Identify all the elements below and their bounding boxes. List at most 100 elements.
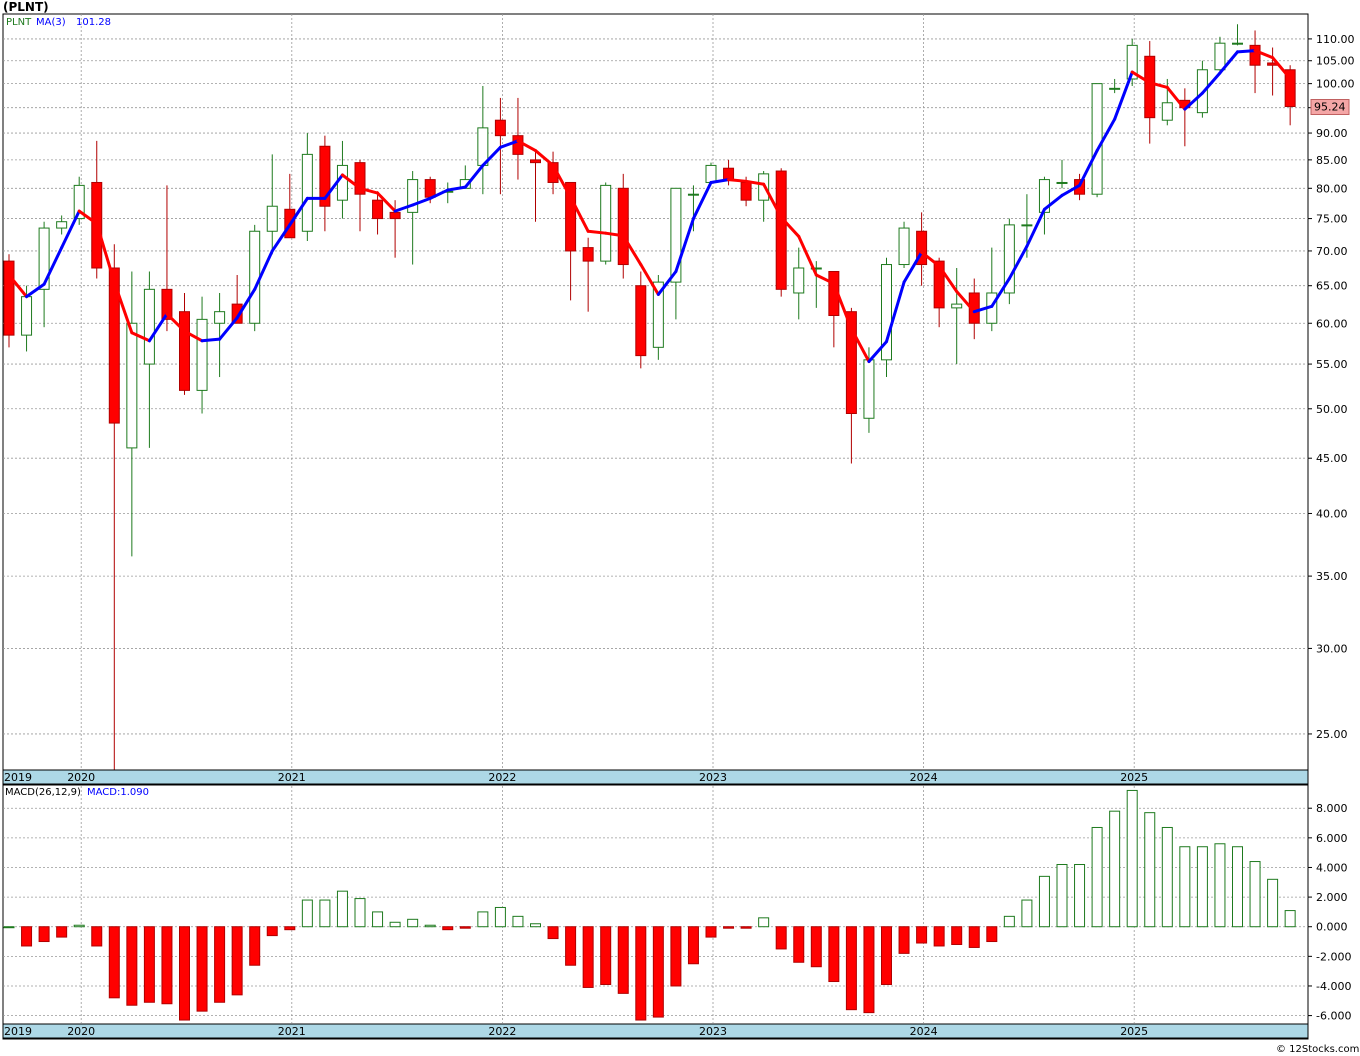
macd-y-tick-label: -2.000 [1316, 950, 1351, 963]
candle-up [793, 247, 805, 320]
ma-segment [920, 250, 941, 268]
candle-body [1126, 44, 1138, 80]
macd-bar-negative [459, 926, 471, 929]
ma-segment [200, 337, 222, 343]
candle-up [407, 171, 419, 265]
ma-segment [814, 273, 836, 286]
candle-body [108, 267, 120, 424]
macd-bar-positive [1074, 864, 1086, 928]
ma-segment [60, 209, 81, 250]
macd-histogram [3, 789, 1296, 1021]
candle-body [635, 285, 647, 357]
price-x-year-label: 2022 [488, 771, 516, 784]
ma-segment [1007, 244, 1029, 281]
macd-bar-negative [652, 926, 664, 1018]
candle-body [231, 303, 243, 324]
candle-down [933, 257, 945, 328]
candle-body [336, 164, 348, 201]
macd-bar-negative [179, 926, 190, 1021]
candle-up [196, 296, 208, 414]
candle-down [1249, 30, 1261, 94]
ma-segment [446, 185, 467, 192]
ma-segment [77, 209, 99, 226]
ma-segment [1130, 70, 1152, 85]
candle-body [670, 187, 682, 283]
candle-down [775, 168, 787, 297]
price-y-tick-label: 25.00 [1316, 728, 1348, 741]
macd-bar-positive [1038, 875, 1050, 928]
macd-bar-negative [196, 926, 208, 1012]
ma-segment [1218, 50, 1239, 75]
price-y-tick-label: 40.00 [1316, 507, 1348, 520]
ma-segment [253, 249, 274, 291]
price-panel [2, 13, 1309, 785]
candle-body [1232, 42, 1243, 45]
macd-bar-negative [705, 926, 717, 938]
macd-bar-negative [126, 926, 138, 1006]
candle-down [108, 244, 120, 774]
ma-segment [218, 316, 239, 341]
footer-credit: © 12Stocks.com [1276, 1044, 1359, 1055]
macd-bar-positive [494, 906, 506, 928]
candle-up [600, 182, 612, 265]
macd-y-tick-label: -6.000 [1316, 1010, 1351, 1023]
candle-up [214, 292, 226, 378]
candle-body [1144, 55, 1156, 119]
price-y-tick-label: 65.00 [1316, 280, 1348, 293]
price-y-tick-label: 35.00 [1316, 570, 1348, 583]
ma-segment [534, 149, 555, 167]
candle-up [143, 271, 155, 448]
candle-body [1021, 224, 1033, 227]
candle-body [582, 247, 594, 262]
candle-body [512, 135, 524, 155]
price-ma-line [7, 49, 1292, 364]
macd-bar-negative [881, 926, 892, 985]
macd-bar-positive [1232, 846, 1243, 928]
candle-up [1232, 24, 1243, 46]
macd-bar-positive [1021, 899, 1033, 928]
candle-down [179, 292, 190, 395]
candle-body [530, 159, 541, 164]
ma-segment [1025, 207, 1046, 248]
price-x-year-label: 2023 [699, 771, 727, 784]
candle-up [1003, 218, 1015, 305]
macd-bar-positive [512, 915, 524, 928]
ma-segment [1078, 149, 1099, 187]
candle-body [249, 230, 261, 324]
candle-body [723, 167, 735, 181]
macd-x-year-label: 2023 [699, 1025, 727, 1038]
macd-bar-positive [319, 899, 331, 928]
macd-x-year-label: 2025 [1120, 1025, 1148, 1038]
ma-label: MA(3) [36, 17, 66, 28]
ma-segment [340, 173, 362, 190]
macd-x-axis-band [2, 1023, 1309, 1039]
macd-x-year-label: 2021 [278, 1025, 306, 1038]
ma-segment [1148, 81, 1169, 89]
macd-bar-negative [284, 926, 296, 931]
ma-segment [1095, 117, 1117, 153]
price-y-tick-label: 30.00 [1316, 642, 1348, 655]
candle-body [354, 162, 366, 195]
candle-body [494, 119, 506, 137]
ma-segment [358, 186, 380, 195]
ma-segment [569, 195, 590, 233]
macd-bar-negative [266, 926, 278, 937]
macd-bar-negative [863, 926, 875, 1014]
macd-x-year-label: 2019 [4, 1025, 32, 1038]
candle-body [810, 267, 822, 270]
ma-segment [849, 327, 871, 364]
candle-up [898, 221, 910, 269]
candle-body [916, 230, 928, 266]
candle-body [73, 184, 85, 220]
macd-bar-negative [933, 926, 945, 947]
candle-body [21, 296, 33, 336]
candle-up [126, 271, 138, 557]
ma-segment [621, 234, 643, 267]
candle-body [565, 181, 577, 252]
ma-segment [727, 178, 748, 183]
ma-segment [270, 223, 292, 253]
candle-up [1091, 83, 1103, 198]
macd-bar-positive [407, 918, 419, 928]
price-y-tick-label: 85.00 [1316, 154, 1348, 167]
price-y-tick-label: 70.00 [1316, 245, 1348, 258]
